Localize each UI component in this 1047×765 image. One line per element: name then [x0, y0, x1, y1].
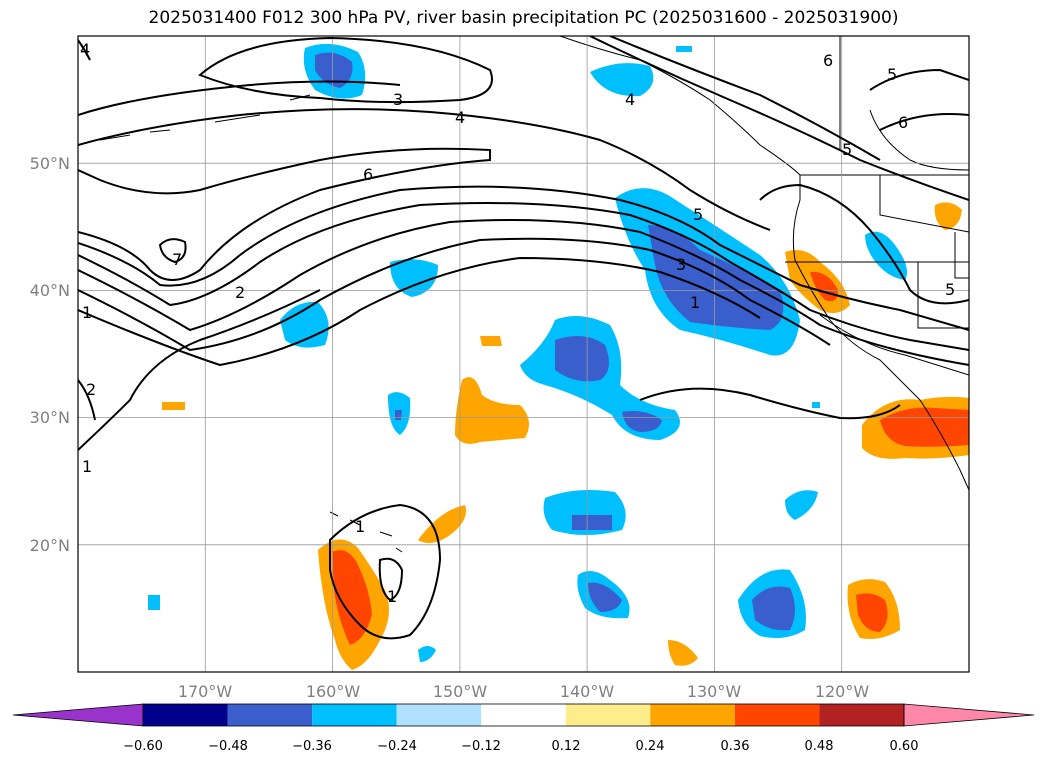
colorbar-segment [819, 704, 904, 726]
colorbar-segments [12, 703, 1035, 727]
contour-label: 1 [690, 293, 700, 312]
colorbar-segment [650, 704, 735, 726]
contour-label: 4 [80, 40, 90, 59]
contour-label: 1 [355, 517, 365, 536]
contour-label: 7 [172, 250, 182, 269]
contour-label: 5 [693, 205, 703, 224]
contour-label: 6 [823, 51, 833, 70]
colorbar-tick: 0.24 [636, 739, 665, 754]
colorbar-segment [312, 704, 397, 726]
map-plot-area: 4 3 4 6 4 6 5 6 5 5 3 1 5 7 2 1 2 1 1 1 [78, 36, 969, 672]
contour-label: 3 [393, 90, 403, 109]
colorbar-extend-min [12, 703, 144, 727]
pv-contour-labels: 4 3 4 6 4 6 5 6 5 5 3 1 5 7 2 1 2 1 1 1 [80, 40, 955, 606]
colorbar-tick: −0.24 [377, 739, 417, 754]
colorbar-tick: −0.36 [292, 739, 332, 754]
colorbar-segment [481, 704, 566, 726]
lat-label: 50°N [30, 154, 70, 173]
colorbar-segment [565, 704, 651, 726]
colorbar-tick: 0.60 [890, 739, 919, 754]
lat-label: 30°N [30, 408, 70, 427]
lon-label: 170°W [178, 682, 233, 701]
colorbar-segment [227, 704, 313, 726]
contour-label: 6 [898, 113, 908, 132]
map-title: 2025031400 F012 300 hPa PV, river basin … [148, 8, 899, 28]
contour-label: 1 [82, 457, 92, 476]
lon-label: 150°W [433, 682, 488, 701]
colorbar-ticks: −0.60 −0.48 −0.36 −0.24 −0.12 0.12 0.24 … [123, 739, 918, 754]
contour-label: 4 [625, 90, 635, 109]
lat-labels: 50°N 40°N 30°N 20°N [30, 154, 70, 555]
colorbar-segment [143, 704, 228, 726]
contour-label: 1 [82, 303, 92, 322]
colorbar-extend-max [903, 703, 1035, 727]
colorbar-tick: −0.12 [461, 739, 501, 754]
contour-label: 5 [887, 65, 897, 84]
contour-label: 5 [842, 140, 852, 159]
lon-label: 130°W [687, 682, 742, 701]
colorbar-segment [396, 704, 482, 726]
contour-label: 2 [235, 283, 245, 302]
lon-label: 160°W [306, 682, 361, 701]
colorbar-tick: −0.60 [123, 739, 163, 754]
precip-anomaly-fill [148, 43, 969, 670]
lat-label: 20°N [30, 536, 70, 555]
lat-label: 40°N [30, 281, 70, 300]
contour-label: 6 [363, 165, 373, 184]
colorbar-tick: 0.12 [552, 739, 581, 754]
colorbar-frame [142, 703, 905, 727]
contour-label: 3 [676, 255, 686, 274]
contour-label: 4 [455, 108, 465, 127]
lon-label: 120°W [815, 682, 870, 701]
lon-labels: 170°W 160°W 150°W 140°W 130°W 120°W [178, 682, 870, 701]
contour-label: 5 [945, 280, 955, 299]
colorbar-tick: 0.48 [805, 739, 834, 754]
pv-contours [78, 36, 969, 640]
colorbar: −0.60 −0.48 −0.36 −0.24 −0.12 0.12 0.24 … [12, 703, 1035, 754]
colorbar-segment [734, 704, 820, 726]
contour-label: 1 [387, 587, 397, 606]
colorbar-tick: −0.48 [208, 739, 248, 754]
colorbar-tick: 0.36 [721, 739, 750, 754]
map-frame [77, 35, 970, 673]
contour-label: 2 [86, 380, 96, 399]
lon-label: 140°W [560, 682, 615, 701]
